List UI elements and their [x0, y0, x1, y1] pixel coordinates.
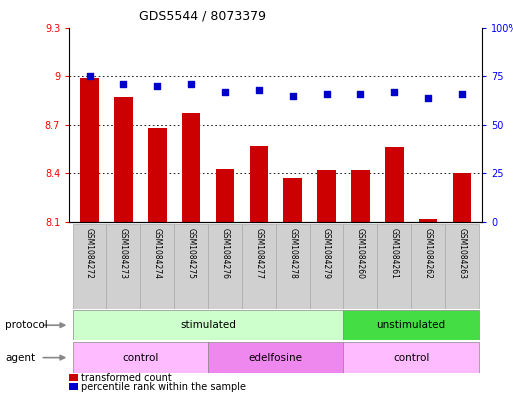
Bar [377, 224, 411, 309]
Point [86, 73, 94, 79]
Text: agent: agent [5, 353, 35, 363]
Text: edelfosine: edelfosine [249, 353, 303, 363]
Bar [343, 342, 479, 373]
Bar [141, 224, 174, 309]
Bar [208, 342, 343, 373]
Bar [351, 170, 370, 222]
Text: transformed count: transformed count [81, 373, 171, 383]
Text: GSM1084262: GSM1084262 [424, 228, 432, 279]
Bar [215, 169, 234, 222]
Bar [148, 128, 167, 222]
Bar [242, 224, 276, 309]
Text: GSM1084261: GSM1084261 [390, 228, 399, 279]
Bar [343, 224, 377, 309]
Bar [317, 170, 336, 222]
Text: GSM1084276: GSM1084276 [221, 228, 229, 279]
Text: GSM1084277: GSM1084277 [254, 228, 263, 279]
Text: protocol: protocol [5, 320, 48, 331]
Point [458, 90, 466, 97]
Text: stimulated: stimulated [180, 320, 236, 330]
Text: GSM1084274: GSM1084274 [153, 228, 162, 279]
Bar [114, 97, 133, 222]
Point [120, 81, 128, 87]
Bar [107, 224, 141, 309]
Bar [208, 224, 242, 309]
Text: control: control [393, 353, 429, 363]
Text: control: control [122, 353, 159, 363]
Point [322, 90, 330, 97]
Bar [276, 224, 309, 309]
Bar [174, 224, 208, 309]
Point [288, 92, 297, 99]
Point [221, 88, 229, 95]
Bar [411, 224, 445, 309]
Bar [182, 114, 201, 222]
Point [390, 88, 398, 95]
Bar [80, 78, 99, 222]
Text: GSM1084273: GSM1084273 [119, 228, 128, 279]
Bar [249, 146, 268, 222]
Bar [73, 342, 208, 373]
Bar [73, 310, 343, 340]
Text: GDS5544 / 8073379: GDS5544 / 8073379 [139, 10, 266, 23]
Bar [419, 219, 438, 222]
Text: GSM1084279: GSM1084279 [322, 228, 331, 279]
Text: GSM1084275: GSM1084275 [187, 228, 195, 279]
Bar [283, 178, 302, 222]
Bar [73, 224, 107, 309]
Point [356, 90, 364, 97]
Text: GSM1084278: GSM1084278 [288, 228, 297, 279]
Point [153, 83, 162, 89]
Bar [385, 147, 404, 222]
Point [424, 94, 432, 101]
Bar [309, 224, 343, 309]
Text: GSM1084260: GSM1084260 [356, 228, 365, 279]
Point [187, 81, 195, 87]
Text: percentile rank within the sample: percentile rank within the sample [81, 382, 246, 392]
Text: GSM1084263: GSM1084263 [458, 228, 466, 279]
Bar [343, 310, 479, 340]
Bar [445, 224, 479, 309]
Point [255, 86, 263, 93]
Text: unstimulated: unstimulated [377, 320, 446, 330]
Bar [452, 173, 471, 222]
Text: GSM1084272: GSM1084272 [85, 228, 94, 279]
